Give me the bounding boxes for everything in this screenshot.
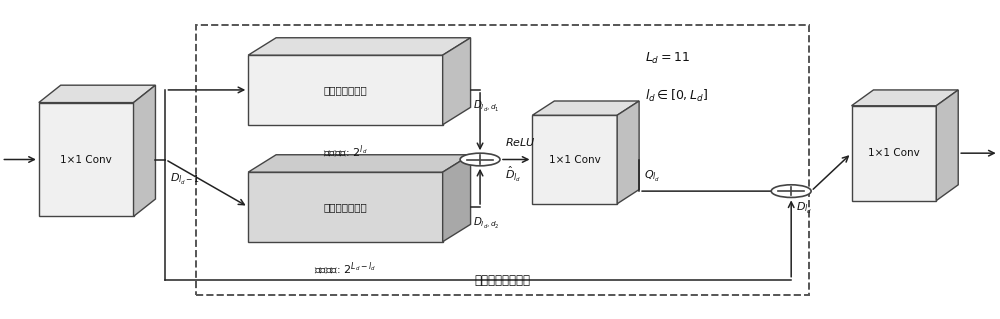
Polygon shape	[39, 85, 155, 103]
Text: $D_{l_d}$: $D_{l_d}$	[796, 201, 812, 216]
Polygon shape	[248, 155, 471, 172]
Text: 1×1 Conv: 1×1 Conv	[549, 154, 601, 165]
Text: 1×1 Conv: 1×1 Conv	[868, 148, 920, 158]
Polygon shape	[936, 90, 958, 201]
Polygon shape	[852, 90, 958, 106]
Text: $\hat{D}_{l_d}$: $\hat{D}_{l_d}$	[505, 164, 521, 184]
Polygon shape	[248, 55, 443, 125]
Text: $Q_{l_d}$: $Q_{l_d}$	[644, 169, 660, 184]
Text: 递增的膨胀卷积: 递增的膨胀卷积	[324, 85, 367, 95]
Text: 1×1 Conv: 1×1 Conv	[60, 154, 112, 165]
Text: $ReLU$: $ReLU$	[505, 137, 536, 148]
Text: 膨胀因子: $2^{l_d}$: 膨胀因子: $2^{l_d}$	[323, 143, 368, 160]
Circle shape	[771, 185, 811, 197]
Text: $D_{l_d,d_1}$: $D_{l_d,d_1}$	[473, 100, 499, 115]
Text: $D_{l_d-1}$: $D_{l_d-1}$	[170, 172, 201, 187]
Polygon shape	[443, 38, 471, 125]
Polygon shape	[443, 155, 471, 242]
Polygon shape	[852, 106, 936, 201]
Text: $l_d \in [0, L_d]$: $l_d \in [0, L_d]$	[645, 88, 708, 104]
Polygon shape	[134, 85, 155, 216]
Polygon shape	[532, 115, 617, 204]
Polygon shape	[39, 103, 134, 216]
Text: $D_{l_d,d_2}$: $D_{l_d,d_2}$	[473, 216, 499, 232]
Text: 双粒度残差膨胀层: 双粒度残差膨胀层	[474, 274, 530, 286]
Polygon shape	[248, 38, 471, 55]
Text: $L_d = 11$: $L_d = 11$	[645, 51, 690, 66]
Polygon shape	[248, 172, 443, 242]
Text: 递减的膨胀卷积: 递减的膨胀卷积	[324, 202, 367, 212]
Circle shape	[460, 153, 500, 166]
Polygon shape	[617, 101, 639, 204]
Polygon shape	[532, 101, 639, 115]
Text: 膨胀因子: $2^{L_d-l_d}$: 膨胀因子: $2^{L_d-l_d}$	[314, 260, 377, 277]
